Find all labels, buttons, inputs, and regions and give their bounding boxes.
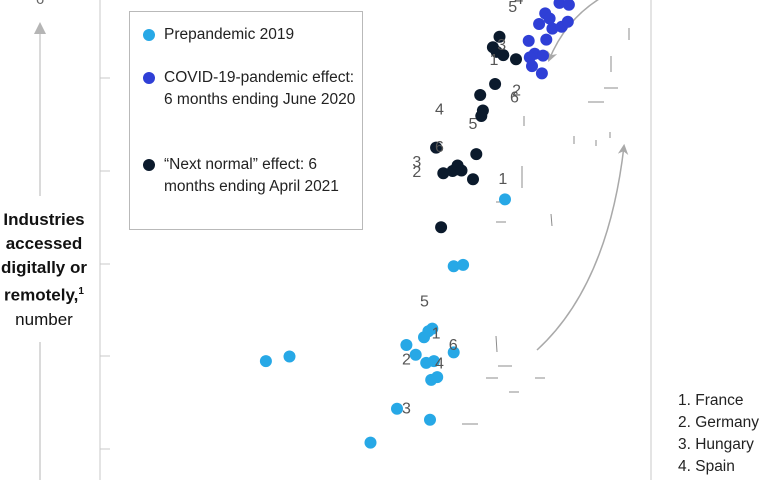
country-key-item: 4. Spain — [678, 458, 735, 475]
legend-marker-icon — [143, 72, 155, 84]
point-next-normal — [497, 49, 510, 62]
leader-line — [550, 213, 553, 227]
country-number-label: 2 — [512, 82, 521, 99]
point-prepandemic — [426, 322, 439, 335]
point-next-normal — [510, 53, 522, 66]
point-pandemic — [562, 0, 575, 11]
point-pandemic — [522, 34, 535, 47]
point-prepandemic — [391, 402, 403, 415]
country-number-label: 6 — [435, 139, 444, 156]
country-number-label: 2 — [402, 352, 411, 369]
point-prepandemic — [283, 350, 296, 363]
y-axis-label-line: Industries — [3, 210, 85, 229]
point-pandemic — [535, 67, 548, 80]
point-prepandemic — [400, 339, 413, 351]
y-axis-label-line: accessed — [5, 234, 83, 253]
point-pandemic — [543, 12, 556, 25]
y-axis-label-text: remotely, — [4, 285, 79, 305]
country-number-label: 3 — [412, 154, 421, 171]
point-prepandemic — [409, 348, 422, 361]
legend-marker-icon — [143, 159, 155, 171]
country-number-label: 6 — [510, 90, 519, 107]
legend-label: COVID-19-pandemic effect: 6 months endin… — [164, 69, 356, 108]
leader-line — [495, 335, 498, 353]
point-pandemic — [540, 33, 553, 46]
point-next-normal — [467, 173, 479, 186]
point-next-normal — [455, 164, 468, 177]
y-tick-label: 6 — [36, 0, 44, 8]
legend-item-next-normal: “Next normal” effect: 6 months ending Ap… — [143, 154, 364, 198]
y-axis-unit: number — [15, 309, 73, 329]
point-prepandemic — [457, 258, 470, 271]
point-prepandemic — [447, 260, 460, 273]
transition-arrows — [536, 0, 629, 351]
legend-item-prepandemic: Prepandemic 2019 — [143, 24, 364, 46]
point-pandemic — [533, 18, 546, 30]
point-prepandemic — [427, 355, 440, 368]
arrow-up-icon — [34, 22, 46, 34]
y-axis-label-line: digitally or — [1, 258, 87, 277]
legend-label: “Next normal” effect: 6 months ending Ap… — [164, 156, 339, 195]
point-next-normal — [493, 30, 506, 43]
country-number-label: 2 — [412, 164, 421, 181]
country-number-label: 6 — [449, 337, 458, 354]
point-prepandemic — [364, 436, 377, 449]
country-number-label: 5 — [508, 0, 517, 16]
country-number-label: 3 — [497, 37, 506, 54]
point-next-normal — [430, 141, 443, 154]
point-next-normal — [435, 221, 448, 234]
legend-label: Prepandemic 2019 — [164, 26, 295, 43]
legend: Prepandemic 2019 COVID-19-pandemic effec… — [129, 11, 363, 230]
country-number-label: 4 — [435, 102, 444, 119]
country-key-item: 1. France — [678, 392, 744, 409]
y-axis-label: Industries accessed digitally or remotel… — [0, 208, 88, 332]
country-labels: 123456123456123456 — [402, 0, 523, 418]
point-prepandemic — [424, 413, 436, 426]
country-key-item: 3. Hungary — [678, 436, 754, 453]
country-number-label: 4 — [514, 0, 523, 8]
point-next-normal — [475, 110, 488, 122]
country-key: 1. France 2. Germany 3. Hungary 4. Spain — [678, 390, 759, 478]
axis-layer: 6 — [34, 0, 652, 480]
country-number-label: 1 — [498, 171, 507, 188]
country-number-label: 5 — [469, 116, 478, 133]
legend-marker-icon — [143, 29, 155, 41]
legend-item-pandemic: COVID-19-pandemic effect: 6 months endin… — [143, 67, 364, 111]
country-number-label: 3 — [402, 401, 411, 418]
point-pandemic — [546, 22, 559, 35]
footnote-marker: 1 — [78, 286, 84, 297]
point-prepandemic — [259, 355, 272, 368]
leader-lines — [462, 28, 630, 425]
point-pandemic — [526, 60, 538, 73]
country-number-label: 1 — [432, 326, 441, 343]
point-next-normal — [489, 78, 502, 90]
country-number-label: 4 — [435, 355, 444, 372]
transition-arrow — [536, 143, 629, 351]
country-number-label: 1 — [490, 52, 499, 69]
point-prepandemic — [499, 193, 511, 206]
point-pandemic — [561, 15, 574, 28]
country-key-item: 2. Germany — [678, 414, 759, 431]
point-pandemic — [537, 49, 549, 62]
point-pandemic — [553, 0, 566, 9]
point-prepandemic — [447, 346, 460, 359]
point-next-normal — [437, 167, 450, 180]
point-next-normal — [470, 148, 483, 161]
y-axis-label-line: remotely,1 — [0, 280, 88, 308]
data-points — [259, 0, 575, 449]
point-next-normal — [474, 89, 487, 101]
country-number-label: 5 — [420, 294, 429, 311]
point-prepandemic — [431, 371, 444, 384]
